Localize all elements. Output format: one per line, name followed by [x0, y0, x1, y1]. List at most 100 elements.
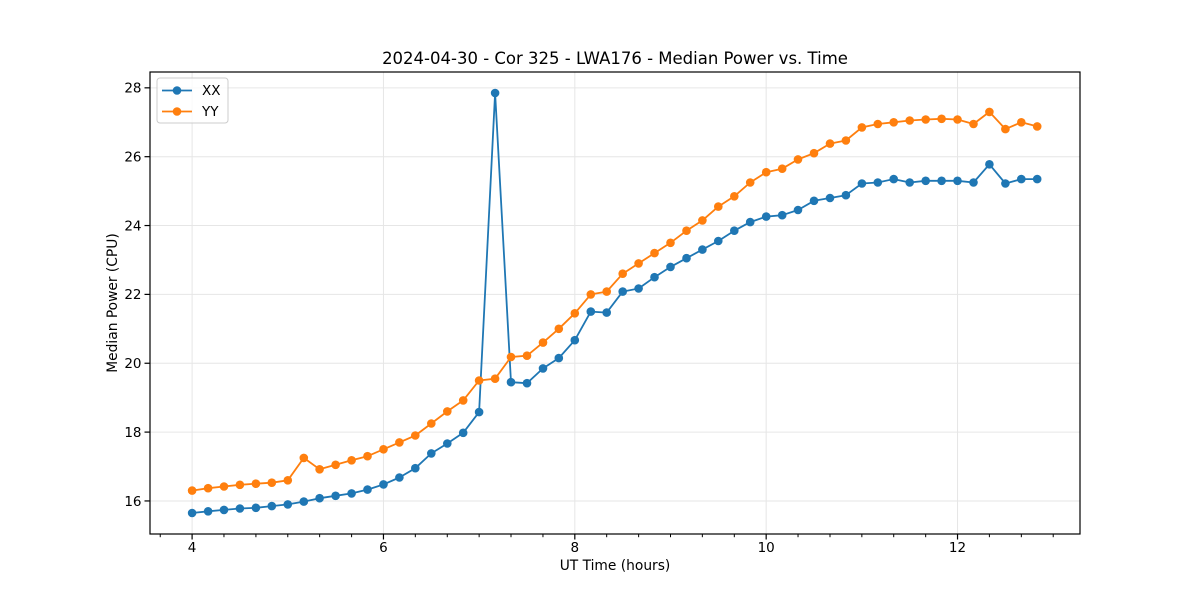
data-point-yy: [347, 456, 356, 465]
data-point-yy: [873, 119, 883, 129]
data-point-xx: [809, 196, 819, 206]
data-point-xx: [1001, 179, 1010, 188]
data-point-yy: [395, 438, 404, 447]
data-point-yy: [203, 483, 213, 493]
y-axis-label: Median Power (CPU): [105, 233, 121, 373]
data-point-yy: [921, 115, 930, 124]
data-point-xx: [618, 287, 627, 296]
data-point-yy: [618, 269, 627, 279]
data-point-xx: [873, 178, 883, 187]
data-point-yy: [682, 226, 691, 235]
legend-swatches: [162, 86, 192, 116]
data-point-xx: [1017, 174, 1026, 184]
data-point-yy: [809, 148, 819, 158]
data-point-yy: [969, 119, 978, 129]
data-point-yy: [698, 216, 707, 225]
x-tick-label: 8: [571, 540, 580, 556]
data-point-xx: [283, 500, 293, 509]
data-point-xx: [889, 174, 898, 184]
data-point-yy: [1001, 124, 1010, 134]
data-point-xx: [761, 212, 771, 221]
y-tick-label: 18: [124, 425, 141, 441]
data-point-yy: [777, 164, 787, 173]
data-point-yy: [427, 419, 436, 428]
data-point-yy: [634, 259, 643, 268]
data-point-yy: [554, 324, 564, 334]
data-point-xx: [458, 428, 468, 438]
data-point-yy: [650, 248, 659, 258]
data-point-xx: [650, 272, 659, 282]
data-point-yy: [443, 407, 452, 416]
data-point-xx: [698, 245, 707, 254]
data-point-xx: [937, 176, 946, 186]
data-point-yy: [299, 453, 309, 463]
data-point-yy: [793, 155, 803, 164]
data-point-yy: [379, 445, 388, 454]
data-point-yy: [474, 376, 484, 385]
data-point-xx: [379, 480, 388, 489]
data-point-xx: [985, 160, 994, 169]
y-tick-label: 24: [124, 218, 141, 234]
legend-marker-xx: [172, 86, 182, 95]
x-tick-label: 4: [188, 540, 197, 556]
y-tick-label: 20: [124, 356, 141, 372]
data-point-yy: [889, 118, 898, 127]
data-point-yy: [714, 202, 723, 211]
data-point-yy: [219, 482, 229, 491]
legend-marker-yy: [172, 107, 182, 116]
x-tick-label: 12: [949, 540, 966, 556]
y-tick-label: 26: [124, 149, 141, 165]
y-tick-label: 28: [124, 81, 141, 97]
data-point-xx: [299, 497, 309, 506]
data-point-yy: [745, 178, 755, 187]
data-point-yy: [857, 123, 867, 132]
x-tick-label: 10: [758, 540, 775, 556]
data-point-xx: [203, 507, 213, 516]
data-point-yy: [937, 114, 946, 124]
data-point-xx: [634, 284, 643, 293]
data-point-yy: [187, 486, 197, 495]
data-point-xx: [666, 262, 675, 272]
data-point-yy: [315, 465, 324, 474]
y-tick-label: 22: [124, 287, 141, 303]
y-tick-label: 16: [124, 494, 141, 510]
data-point-xx: [1032, 174, 1042, 184]
data-point-xx: [363, 485, 372, 494]
data-point-yy: [538, 338, 548, 347]
data-point-xx: [347, 489, 356, 498]
data-point-xx: [682, 253, 691, 263]
data-point-xx: [777, 210, 787, 220]
data-point-yy: [761, 167, 771, 177]
data-point-yy: [985, 107, 994, 117]
data-point-yy: [506, 352, 516, 362]
legend-label-yy: YY: [201, 104, 219, 120]
data-point-yy: [235, 480, 245, 490]
data-point-yy: [586, 290, 596, 299]
data-point-yy: [251, 479, 261, 489]
data-point-xx: [522, 378, 532, 388]
x-tick-label: 6: [379, 540, 388, 556]
data-point-xx: [602, 308, 611, 317]
data-point-yy: [602, 287, 611, 296]
data-point-yy: [522, 351, 532, 361]
data-point-xx: [969, 178, 978, 187]
data-point-yy: [411, 431, 420, 440]
data-point-xx: [905, 178, 914, 187]
x-axis-label: UT Time (hours): [560, 558, 671, 574]
data-point-yy: [666, 238, 675, 248]
data-point-xx: [538, 364, 548, 373]
data-point-xx: [427, 449, 436, 458]
data-point-xx: [586, 307, 596, 316]
data-point-xx: [315, 493, 324, 503]
plot-frame: [149, 71, 1081, 535]
data-point-xx: [793, 205, 803, 215]
data-point-xx: [267, 501, 277, 511]
data-point-yy: [1032, 122, 1042, 131]
data-point-yy: [331, 460, 340, 470]
data-point-xx: [187, 508, 197, 518]
data-point-xx: [570, 335, 580, 345]
data-point-yy: [570, 309, 580, 318]
data-point-yy: [458, 396, 468, 405]
